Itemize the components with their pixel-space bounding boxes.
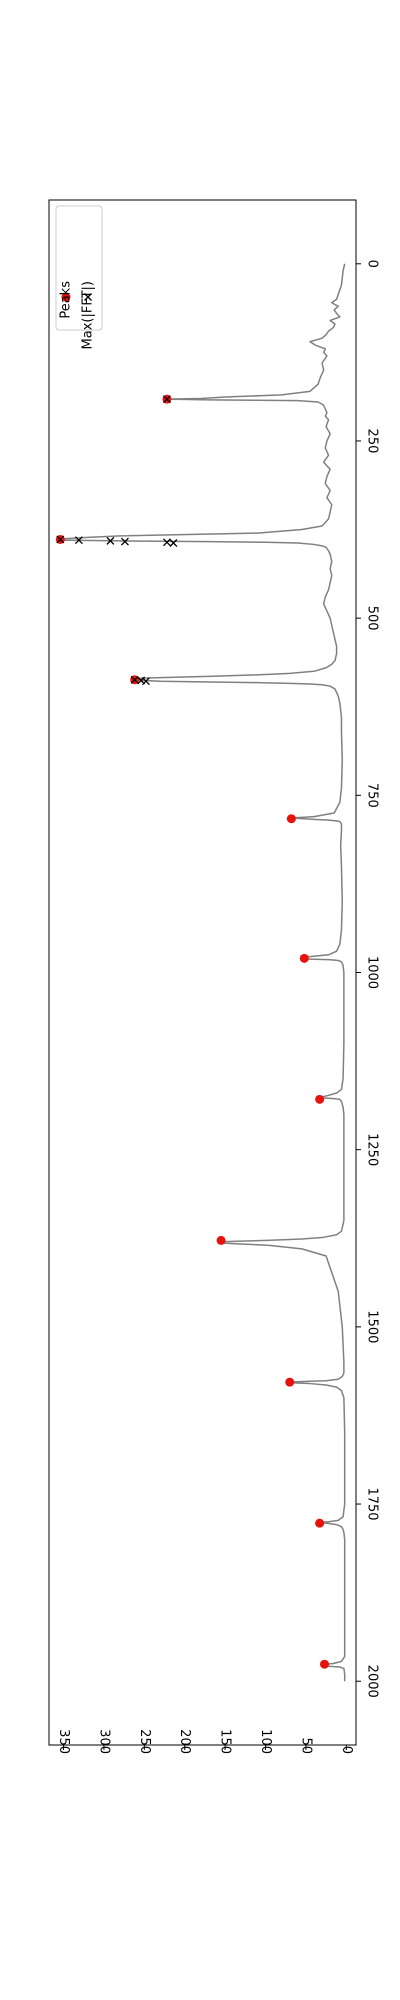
fft-max-marker xyxy=(162,395,171,404)
peak-marker xyxy=(285,1377,295,1387)
peak-marker xyxy=(299,953,309,963)
fft-max-stroke xyxy=(130,675,139,684)
fft-max-marker xyxy=(162,538,171,547)
y-tick-label: 350 xyxy=(56,1729,71,1754)
fft-max-marker xyxy=(120,537,129,546)
x-axis: 0 250 500 750 1000 1250 1500 1750 2000 xyxy=(356,260,380,1698)
fft-max-marker xyxy=(130,675,139,684)
x-tick-label: 500 xyxy=(365,606,380,631)
fft-max-marker xyxy=(56,535,65,544)
plot-frame xyxy=(48,199,357,1746)
y-axis: 0 50 100 150 200 250 300 350 xyxy=(56,1729,354,1754)
signal-line xyxy=(59,263,346,1682)
y-tick-label: 250 xyxy=(137,1729,152,1754)
fft-max-stroke xyxy=(162,538,171,547)
x-tick-label: 250 xyxy=(365,429,380,454)
x-tick-label: 1000 xyxy=(365,956,380,989)
peak-marker xyxy=(315,1094,325,1104)
series-layer xyxy=(55,263,346,1682)
fft-max-stroke xyxy=(56,535,65,544)
x-tick-label: 0 xyxy=(365,260,380,268)
fft-max-stroke xyxy=(120,537,129,546)
fft-max-marker xyxy=(106,536,115,545)
fft-max-stroke xyxy=(169,539,178,547)
fft-max-stroke xyxy=(162,395,171,404)
x-tick-label: 1750 xyxy=(365,1487,380,1520)
y-tick-label: 100 xyxy=(258,1729,273,1754)
legend-peaks-label: Peaks xyxy=(59,281,74,319)
legend-fft-max-marker xyxy=(84,293,92,301)
x-tick-label: 750 xyxy=(365,783,380,808)
peak-marker xyxy=(315,1518,325,1528)
x-tick-label: 1500 xyxy=(365,1310,380,1343)
y-tick-label: 50 xyxy=(298,1737,313,1754)
fft-max-marker xyxy=(74,536,83,545)
peak-marker xyxy=(319,1659,329,1669)
fft-max-marker xyxy=(141,677,150,686)
x-tick-label: 1250 xyxy=(365,1133,380,1166)
fft-max-stroke xyxy=(74,536,83,545)
fft-max-stroke xyxy=(141,677,150,686)
legend-fft-max-label: Max(|FFT|) xyxy=(81,281,96,349)
legend-peaks-marker xyxy=(61,292,71,302)
x-tick-label: 2000 xyxy=(365,1665,380,1698)
legend: Peaks Max(|FFT|) xyxy=(55,205,103,349)
fft-max-marker xyxy=(169,539,178,547)
y-tick-label: 0 xyxy=(339,1746,354,1754)
y-tick-label: 300 xyxy=(96,1729,111,1754)
peak-marker xyxy=(286,814,296,824)
peak-marker xyxy=(216,1235,226,1245)
fft-max-stroke xyxy=(106,536,115,545)
y-tick-label: 200 xyxy=(177,1729,192,1754)
y-tick-label: 150 xyxy=(218,1729,233,1754)
